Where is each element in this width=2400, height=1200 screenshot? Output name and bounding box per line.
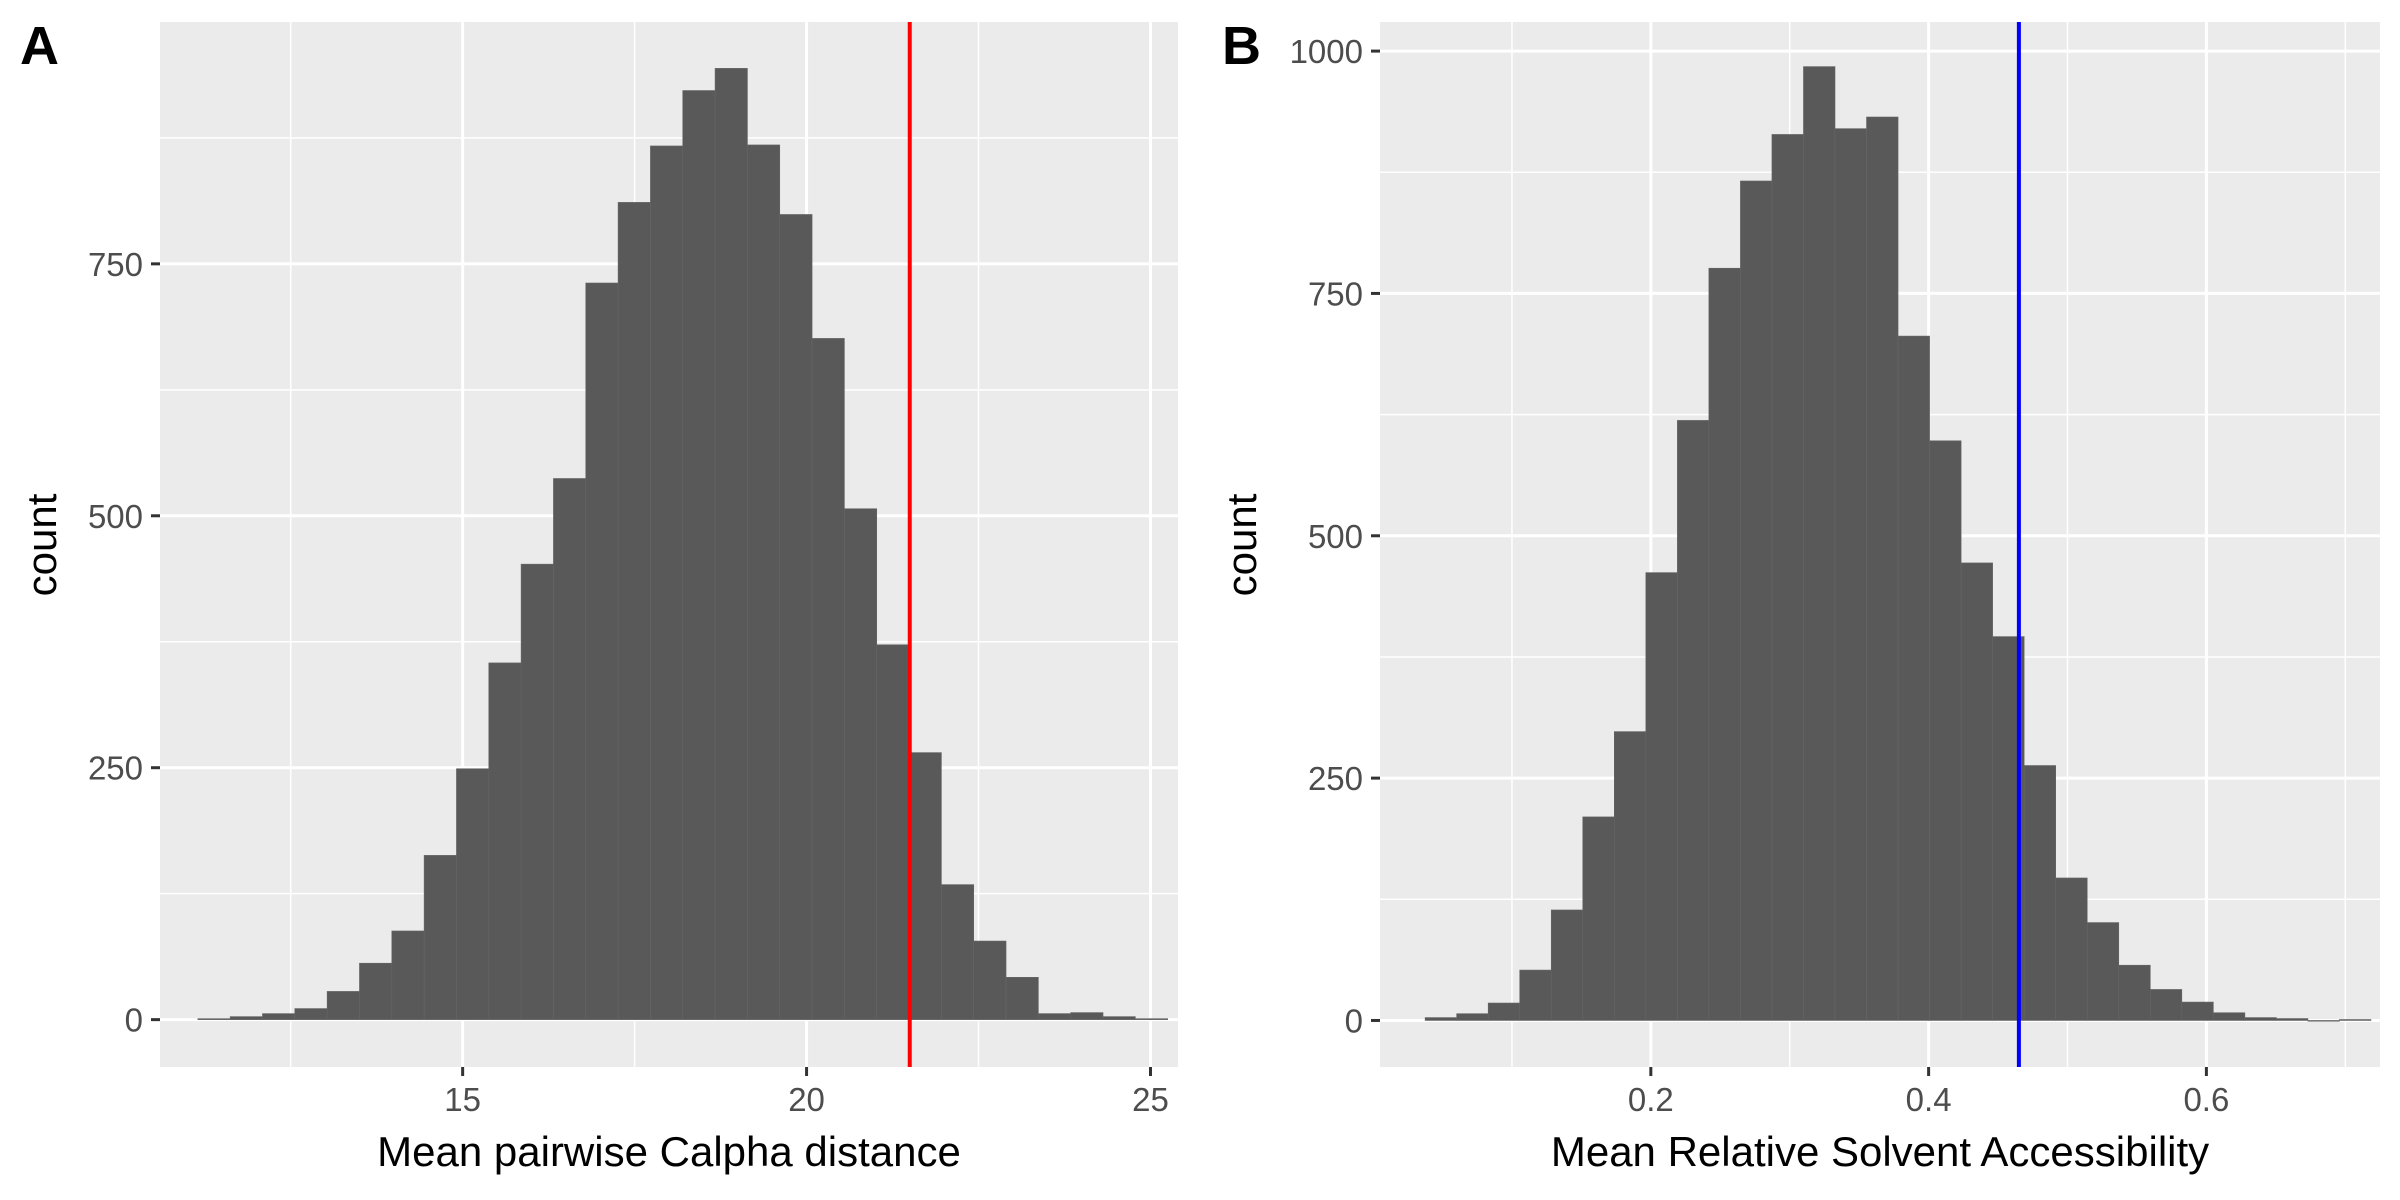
histogram-bar	[2339, 1019, 2372, 1021]
y-tick-label: 750	[1308, 275, 1363, 312]
histogram-bar	[908, 752, 942, 1020]
x-tick-label: 25	[1132, 1081, 1169, 1118]
histogram-bar	[1929, 440, 1962, 1021]
histogram-bar	[1135, 1018, 1168, 1020]
histogram-bar	[1866, 116, 1899, 1021]
histogram-bar	[553, 478, 587, 1020]
histogram-bar	[2213, 1012, 2246, 1021]
histogram-bar	[520, 563, 554, 1020]
y-tick-label: 0	[125, 1002, 143, 1039]
histogram-bar	[1424, 1017, 1457, 1021]
histogram-bar	[1519, 969, 1552, 1021]
histogram-bar	[1487, 1002, 1521, 1021]
histogram-bar	[326, 991, 360, 1020]
histogram-bar	[262, 1013, 296, 1020]
panel-b-label: B	[1222, 16, 1261, 76]
y-tick-label: 750	[88, 246, 143, 283]
histogram-bar	[488, 662, 522, 1020]
histogram-bar	[2307, 1020, 2340, 1022]
histogram-bar	[2276, 1018, 2309, 1021]
histogram-bar	[714, 68, 748, 1020]
histogram-bar	[1897, 335, 1930, 1021]
histogram-bar	[2118, 964, 2151, 1021]
histogram-bar	[294, 1008, 328, 1020]
histogram-bar	[423, 855, 457, 1020]
panel-a-bars	[197, 68, 1168, 1020]
histogram-bar	[1677, 420, 1710, 1021]
histogram-bar	[1582, 816, 1615, 1021]
y-tick-label: 250	[1308, 760, 1363, 797]
y-tick-label: 0	[1345, 1002, 1363, 1039]
x-tick-label: 0.4	[1906, 1081, 1952, 1118]
histogram-bar	[2023, 765, 2056, 1021]
y-tick-label: 500	[88, 498, 143, 535]
histogram-bar	[585, 282, 619, 1020]
x-tick-label: 0.6	[2183, 1081, 2229, 1118]
histogram-bar	[2181, 1001, 2214, 1021]
histogram-bar	[1456, 1013, 1489, 1021]
histogram-bar	[456, 768, 490, 1020]
histogram-bar	[1803, 66, 1836, 1021]
histogram-bar	[1740, 180, 1773, 1021]
histogram-bar	[682, 90, 716, 1020]
x-tick-label: 0.2	[1628, 1081, 1674, 1118]
histogram-bar	[1550, 909, 1584, 1021]
histogram-bar	[359, 962, 393, 1020]
histogram-bar	[779, 214, 813, 1020]
y-tick-label: 500	[1308, 518, 1363, 555]
panel-a-y-axis-title: count	[18, 493, 65, 596]
panel-a-x-axis-title: Mean pairwise Calpha distance	[377, 1128, 961, 1175]
histogram-bar	[229, 1016, 263, 1020]
panel-b-axis-ticks: 0.2 0.4 0.6 0 250 500 750 1000	[1290, 33, 2230, 1118]
histogram-bar	[1645, 572, 1678, 1021]
y-tick-label: 250	[88, 750, 143, 787]
x-tick-label: 20	[788, 1081, 825, 1118]
x-tick-label: 15	[444, 1081, 481, 1118]
histogram-bar	[1614, 731, 1647, 1021]
y-tick-label: 1000	[1290, 33, 1363, 70]
panel-b: 0.2 0.4 0.6 0 250 500 750 1000 B Mean Relative …	[1218, 16, 2380, 1175]
histogram-bar	[2086, 922, 2120, 1021]
histogram-bar	[1038, 1013, 1071, 1020]
histogram-bar	[1771, 134, 1804, 1021]
histogram-bar	[1834, 128, 1867, 1021]
histogram-bar	[876, 644, 910, 1020]
histogram-bar	[1960, 562, 1993, 1021]
histogram-bar	[811, 338, 845, 1020]
histogram-bar	[1070, 1012, 1104, 1020]
histogram-bar	[2055, 877, 2088, 1021]
histogram-bar	[2149, 989, 2183, 1021]
histogram-bar	[941, 884, 975, 1020]
histogram-bar	[2244, 1017, 2277, 1021]
panel-a-label: A	[20, 16, 59, 76]
histogram-bar	[844, 508, 878, 1020]
histogram-bar	[973, 940, 1007, 1020]
panel-b-y-axis-title: count	[1218, 493, 1265, 596]
histogram-bar	[1102, 1016, 1136, 1020]
histogram-bar	[747, 144, 781, 1020]
histogram-bar	[1708, 267, 1741, 1021]
histogram-bar	[617, 202, 651, 1020]
panel-b-x-axis-title: Mean Relative Solvent Accessibility	[1551, 1128, 2209, 1175]
histogram-bar	[197, 1018, 231, 1020]
histogram-bar	[650, 145, 684, 1020]
histogram-bar	[1005, 977, 1039, 1020]
histogram-bar	[391, 930, 425, 1020]
